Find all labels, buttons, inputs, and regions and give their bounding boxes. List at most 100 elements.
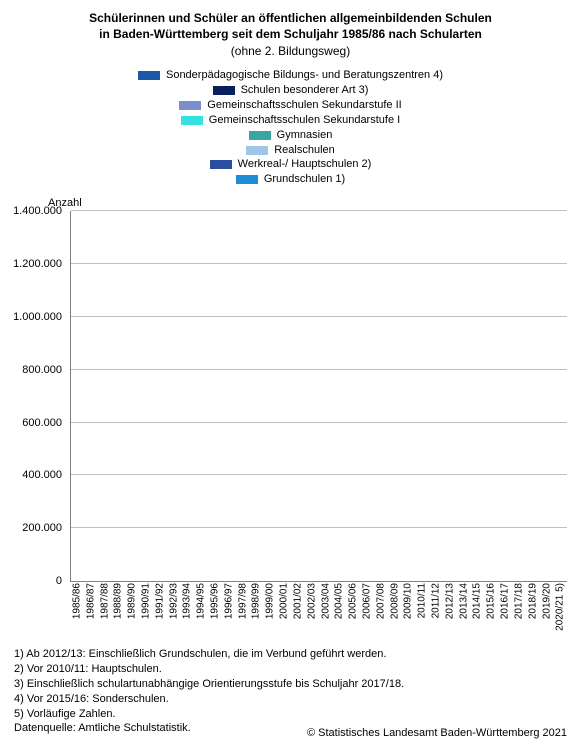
x-tick-label: 2002/03 — [306, 583, 317, 619]
x-tick-label: 1990/91 — [140, 583, 151, 619]
legend-swatch — [213, 86, 235, 95]
x-tick-label: 2020/21 5) — [555, 583, 566, 631]
x-tick: 1996/97 — [222, 581, 236, 637]
x-tick-label: 2017/18 — [513, 583, 524, 619]
x-tick: 2017/18 — [512, 581, 526, 637]
legend-swatch — [138, 71, 160, 80]
x-tick: 1997/98 — [236, 581, 250, 637]
x-tick: 2011/12 — [429, 581, 443, 637]
x-tick-label: 2014/15 — [472, 583, 483, 619]
x-tick: 2012/13 — [443, 581, 457, 637]
x-tick-label: 2019/20 — [541, 583, 552, 619]
x-tick: 2002/03 — [305, 581, 319, 637]
x-tick-label: 2013/14 — [458, 583, 469, 619]
x-tick-label: 2003/04 — [320, 583, 331, 619]
x-tick-label: 1993/94 — [182, 583, 193, 619]
footnote-line: 5) Vorläufige Zahlen. — [14, 707, 567, 722]
x-tick: 1985/86 — [70, 581, 84, 637]
x-tick-label: 1987/88 — [99, 583, 110, 619]
y-tick-label: 600.000 — [22, 417, 62, 429]
x-tick: 2004/05 — [332, 581, 346, 637]
x-tick-label: 1995/96 — [210, 583, 221, 619]
x-tick-label: 1986/87 — [85, 583, 96, 619]
gridline — [71, 316, 567, 317]
x-tick: 2019/20 — [540, 581, 554, 637]
plot-area — [70, 211, 567, 582]
x-tick-label: 2015/16 — [486, 583, 497, 619]
y-axis-title: Anzahl — [48, 197, 567, 209]
x-tick: 1992/93 — [167, 581, 181, 637]
y-tick-label: 1.000.000 — [13, 311, 62, 323]
legend-label: Schulen besonderer Art 3) — [241, 83, 369, 98]
x-tick: 2000/01 — [277, 581, 291, 637]
y-tick-label: 800.000 — [22, 364, 62, 376]
x-tick: 2016/17 — [498, 581, 512, 637]
gridline — [71, 210, 567, 211]
legend-swatch — [210, 160, 232, 169]
gridline — [71, 474, 567, 475]
x-tick-label: 2012/13 — [444, 583, 455, 619]
chart-title: Schülerinnen und Schüler an öffentlichen… — [14, 10, 567, 42]
x-tick-label: 2010/11 — [417, 583, 428, 618]
x-tick: 2006/07 — [360, 581, 374, 637]
legend-item: Gymnasien — [249, 128, 333, 143]
y-axis: 0200.000400.000600.000800.0001.000.0001.… — [14, 211, 70, 581]
x-tick-label: 1994/95 — [196, 583, 207, 619]
legend-label: Werkreal-/ Hauptschulen 2) — [238, 157, 372, 172]
legend-label: Sonderpädagogische Bildungs- und Beratun… — [166, 68, 443, 83]
legend-label: Gymnasien — [277, 128, 333, 143]
x-tick: 2014/15 — [471, 581, 485, 637]
x-tick-label: 2009/10 — [403, 583, 414, 619]
y-tick-label: 400.000 — [22, 469, 62, 481]
x-axis: 1985/861986/871987/881988/891989/901990/… — [70, 581, 567, 637]
x-tick: 1990/91 — [139, 581, 153, 637]
x-tick: 2018/19 — [526, 581, 540, 637]
footnote-line: 1) Ab 2012/13: Einschließlich Grundschul… — [14, 647, 567, 662]
legend-item: Werkreal-/ Hauptschulen 2) — [210, 157, 372, 172]
legend-item: Gemeinschaftsschulen Sekundarstufe II — [179, 98, 401, 113]
chart-area: 0200.000400.000600.000800.0001.000.0001.… — [14, 211, 567, 581]
x-tick-label: 2006/07 — [361, 583, 372, 619]
x-tick: 2007/08 — [374, 581, 388, 637]
x-tick: 1994/95 — [194, 581, 208, 637]
legend-label: Realschulen — [274, 143, 335, 158]
x-tick: 2008/09 — [388, 581, 402, 637]
x-tick: 1999/00 — [263, 581, 277, 637]
x-tick-label: 2011/12 — [431, 583, 442, 618]
x-tick-label: 1998/99 — [251, 583, 262, 619]
x-tick: 1998/99 — [250, 581, 264, 637]
x-tick-label: 2008/09 — [389, 583, 400, 619]
y-tick-label: 1.400.000 — [13, 205, 62, 217]
legend-label: Gemeinschaftsschulen Sekundarstufe II — [207, 98, 401, 113]
legend-label: Grundschulen 1) — [264, 172, 345, 187]
x-tick-label: 2004/05 — [334, 583, 345, 619]
footnote-line: 3) Einschließlich schulartunabhängige Or… — [14, 677, 567, 692]
y-tick-label: 200.000 — [22, 522, 62, 534]
footnote-line: 2) Vor 2010/11: Hauptschulen. — [14, 662, 567, 677]
x-tick: 1986/87 — [84, 581, 98, 637]
legend-item: Grundschulen 1) — [236, 172, 345, 187]
x-tick-label: 1989/90 — [127, 583, 138, 619]
x-tick-label: 2005/06 — [348, 583, 359, 619]
gridline — [71, 263, 567, 264]
legend-swatch — [246, 146, 268, 155]
x-tick: 2015/16 — [484, 581, 498, 637]
x-tick-label: 1992/93 — [168, 583, 179, 619]
footnotes: 1) Ab 2012/13: Einschließlich Grundschul… — [14, 647, 567, 736]
x-tick-label: 1999/00 — [265, 583, 276, 619]
x-tick: 2005/06 — [346, 581, 360, 637]
x-tick: 1995/96 — [208, 581, 222, 637]
legend-swatch — [181, 116, 203, 125]
chart-subtitle: (ohne 2. Bildungsweg) — [14, 44, 567, 58]
legend-swatch — [236, 175, 258, 184]
x-tick: 2010/11 — [415, 581, 429, 637]
x-tick: 1989/90 — [125, 581, 139, 637]
x-tick-label: 2000/01 — [279, 583, 290, 619]
x-tick: 2001/02 — [291, 581, 305, 637]
x-tick-label: 1991/92 — [154, 583, 165, 619]
x-tick: 2013/14 — [457, 581, 471, 637]
x-tick-label: 2001/02 — [292, 583, 303, 619]
legend-item: Sonderpädagogische Bildungs- und Beratun… — [138, 68, 443, 83]
gridline — [71, 527, 567, 528]
x-tick-label: 1985/86 — [71, 583, 82, 619]
